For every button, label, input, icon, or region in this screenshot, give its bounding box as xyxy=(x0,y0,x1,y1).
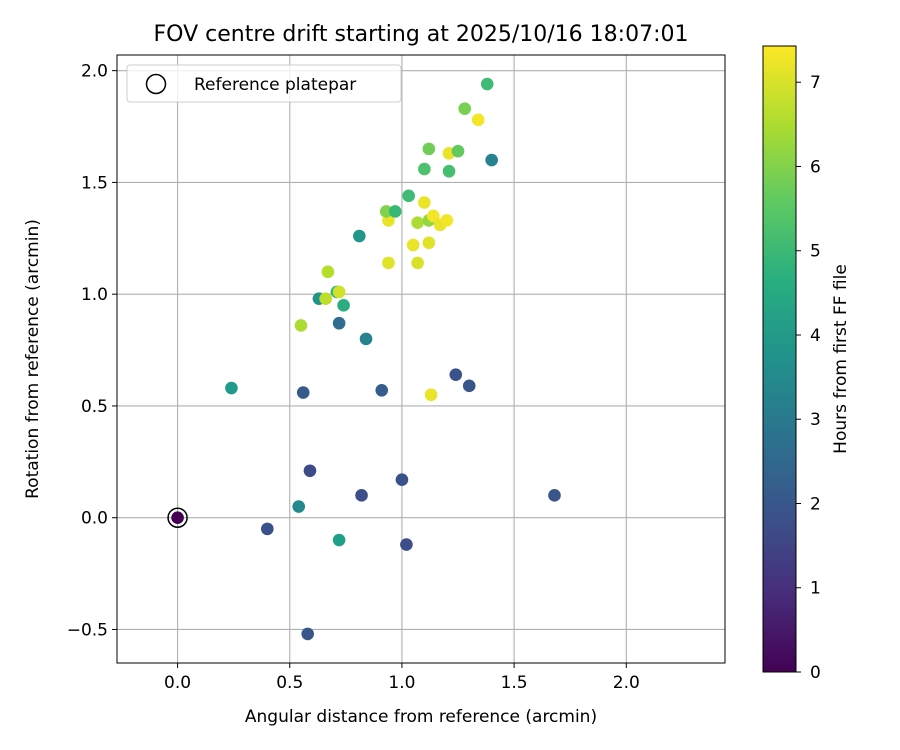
data-points xyxy=(171,77,561,641)
data-point xyxy=(225,381,238,395)
data-point xyxy=(418,162,431,176)
data-point xyxy=(449,368,463,381)
y-tick-label: −0.5 xyxy=(67,620,108,640)
colorbar-tick-label: 1 xyxy=(810,579,821,599)
grid-lines xyxy=(117,55,725,663)
data-point xyxy=(400,538,413,551)
data-point xyxy=(332,316,346,330)
colorbar: 0 1 2 3 4 5 6 7 Hours from first FF file xyxy=(762,45,851,683)
reference-marker xyxy=(167,507,188,528)
y-tick-label: 1.0 xyxy=(81,285,108,305)
data-point xyxy=(337,299,350,312)
data-point xyxy=(332,533,346,547)
data-point xyxy=(442,164,456,178)
data-point xyxy=(294,319,308,332)
chart-title: FOV centre drift starting at 2025/10/16 … xyxy=(154,22,689,47)
data-point xyxy=(301,627,315,641)
colorbar-ticks: 0 1 2 3 4 5 6 7 xyxy=(796,73,821,683)
data-point xyxy=(382,256,395,270)
colorbar-tick-label: 6 xyxy=(810,157,821,177)
legend-entry-reference: Reference platepar xyxy=(194,75,356,95)
y-tick-label: 0.0 xyxy=(81,509,108,529)
data-point xyxy=(422,142,436,156)
colorbar-tick-label: 7 xyxy=(810,73,821,93)
data-point xyxy=(379,205,393,218)
data-point xyxy=(480,77,494,91)
colorbar-label: Hours from first FF file xyxy=(831,264,851,454)
plot-frame xyxy=(116,54,726,664)
colorbar-tick-label: 2 xyxy=(810,494,821,514)
data-point xyxy=(424,388,438,402)
colorbar-tick-label: 3 xyxy=(810,410,821,430)
data-point xyxy=(355,489,368,502)
data-point xyxy=(319,292,332,305)
data-point xyxy=(303,464,317,478)
data-point xyxy=(332,285,346,299)
data-point xyxy=(418,196,431,209)
data-point xyxy=(375,383,389,397)
x-tick-label: 2.0 xyxy=(613,673,640,693)
x-tick-label: 0.5 xyxy=(276,673,303,693)
colorbar-tick-label: 5 xyxy=(810,242,821,262)
data-point xyxy=(411,216,424,229)
data-point xyxy=(353,229,366,243)
data-point xyxy=(422,236,436,250)
data-point xyxy=(458,102,472,115)
data-point xyxy=(171,511,184,525)
data-point xyxy=(411,256,424,270)
data-point xyxy=(402,189,415,203)
y-axis-ticks: −0.5 0.0 0.5 1.0 1.5 2.0 xyxy=(67,62,117,640)
data-point xyxy=(471,113,485,127)
data-point xyxy=(548,489,561,502)
y-tick-label: 0.5 xyxy=(81,397,108,417)
reference-point xyxy=(167,507,188,528)
data-point xyxy=(451,144,465,158)
data-point xyxy=(296,386,310,399)
legend-marker-icon xyxy=(145,73,167,95)
data-point xyxy=(321,265,335,279)
x-tick-label: 0.0 xyxy=(164,673,191,693)
data-point xyxy=(440,214,454,227)
y-tick-label: 1.5 xyxy=(81,173,108,193)
colorbar-gradient xyxy=(762,45,797,673)
x-tick-label: 1.5 xyxy=(501,673,528,693)
data-point xyxy=(292,500,306,513)
colorbar-tick-label: 0 xyxy=(810,663,821,683)
legend: Reference platepar xyxy=(126,64,402,103)
data-point xyxy=(406,238,420,252)
data-point xyxy=(359,332,373,346)
data-point xyxy=(485,153,498,167)
data-point xyxy=(395,473,409,487)
colorbar-tick-label: 4 xyxy=(810,326,821,346)
x-axis-ticks: 0.0 0.5 1.0 1.5 2.0 xyxy=(164,663,640,693)
x-axis-label: Angular distance from reference (arcmin) xyxy=(245,707,597,727)
data-point xyxy=(427,209,440,223)
y-axis-label: Rotation from reference (arcmin) xyxy=(23,219,43,499)
data-point xyxy=(261,522,274,536)
legend-box xyxy=(126,64,402,103)
y-tick-label: 2.0 xyxy=(81,62,108,82)
data-point xyxy=(462,379,476,393)
data-point xyxy=(388,205,402,218)
x-tick-label: 1.0 xyxy=(388,673,415,693)
